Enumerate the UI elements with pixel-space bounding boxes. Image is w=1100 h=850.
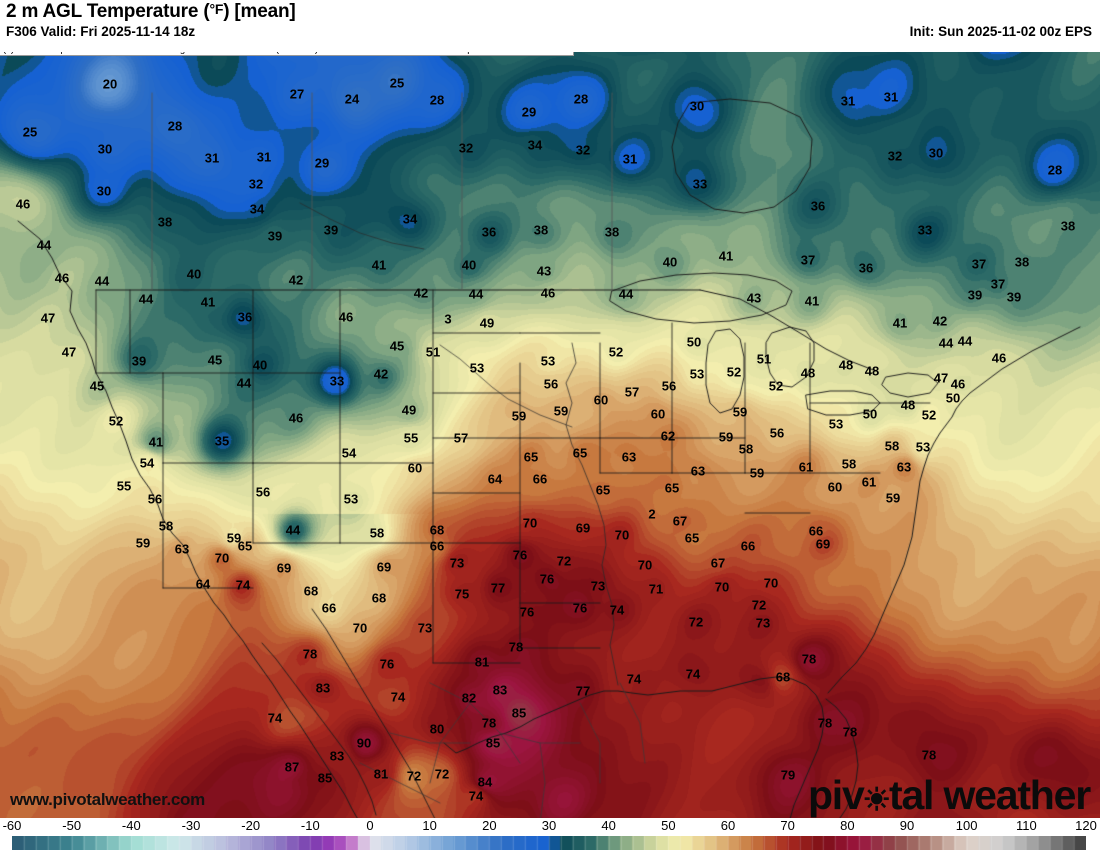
colorbar-tick-70: 70 (780, 818, 795, 833)
colorbar-tick-neg40: -40 (121, 818, 141, 833)
colorbar-tick-100: 100 (955, 818, 978, 833)
site-url-watermark: www.pivotalweather.com (10, 790, 205, 809)
colorbar-tick-neg50: -50 (62, 818, 82, 833)
colorbar-region: -60 -50 -40 -30 -20 -10 0 10 20 30 40 50 60 70 80 90 100… (0, 818, 1100, 850)
colorbar-tick-neg20: -20 (241, 818, 261, 833)
init-time-label: Init: Sun 2025-11-02 00z EPS (909, 24, 1092, 39)
brand-text-post: tal weather (889, 772, 1091, 818)
colorbar-tick-labels: -60 -50 -40 -30 -20 -10 0 10 20 30 40 50 60 70 80 90 100… (0, 818, 1100, 835)
colorbar-tick-80: 80 (840, 818, 855, 833)
colorbar-tick-neg30: -30 (181, 818, 201, 833)
map-viewport[interactable]: 20 27 25 28 30 31 31 29 30 32 34 38 39 39 24 25 28 32 29 28… (0, 42, 1100, 818)
colorbar-tick-90: 90 (899, 818, 915, 833)
colorbar-tick-0: 0 (366, 818, 374, 833)
colorbar-tick-110: 110 (1015, 818, 1037, 833)
colorbar-tick-60: 60 (720, 818, 736, 833)
valid-time-label: F306 Valid: Fri 2025-11-14 18z (6, 24, 196, 39)
colorbar-tick-50: 50 (661, 818, 676, 833)
page-title: 2 m AGL Temperature (°F) [mean] (6, 1, 296, 22)
pivotal-weather-watermark: piv tal weather (807, 772, 1091, 818)
colorbar-tick-120: 120 (1075, 818, 1097, 833)
sun-icon (864, 786, 889, 811)
colorbar-tick-neg10: -10 (300, 818, 320, 833)
colorbar-tick-40: 40 (601, 818, 616, 833)
brand-text-pre: piv (807, 772, 865, 818)
header-bar: 2 m AGL Temperature (°F) [mean] F306 Val… (0, 0, 1100, 52)
colorbar-tick-20: 20 (482, 818, 497, 833)
colorbar-tick-neg60: -60 (2, 818, 22, 833)
colorbar-swatches[interactable] (12, 836, 1086, 850)
temperature-field-canvas[interactable] (0, 43, 1100, 818)
colorbar-tick-10: 10 (422, 818, 437, 833)
unit-label: °F (209, 1, 224, 17)
colorbar-tick-30: 30 (541, 818, 557, 833)
